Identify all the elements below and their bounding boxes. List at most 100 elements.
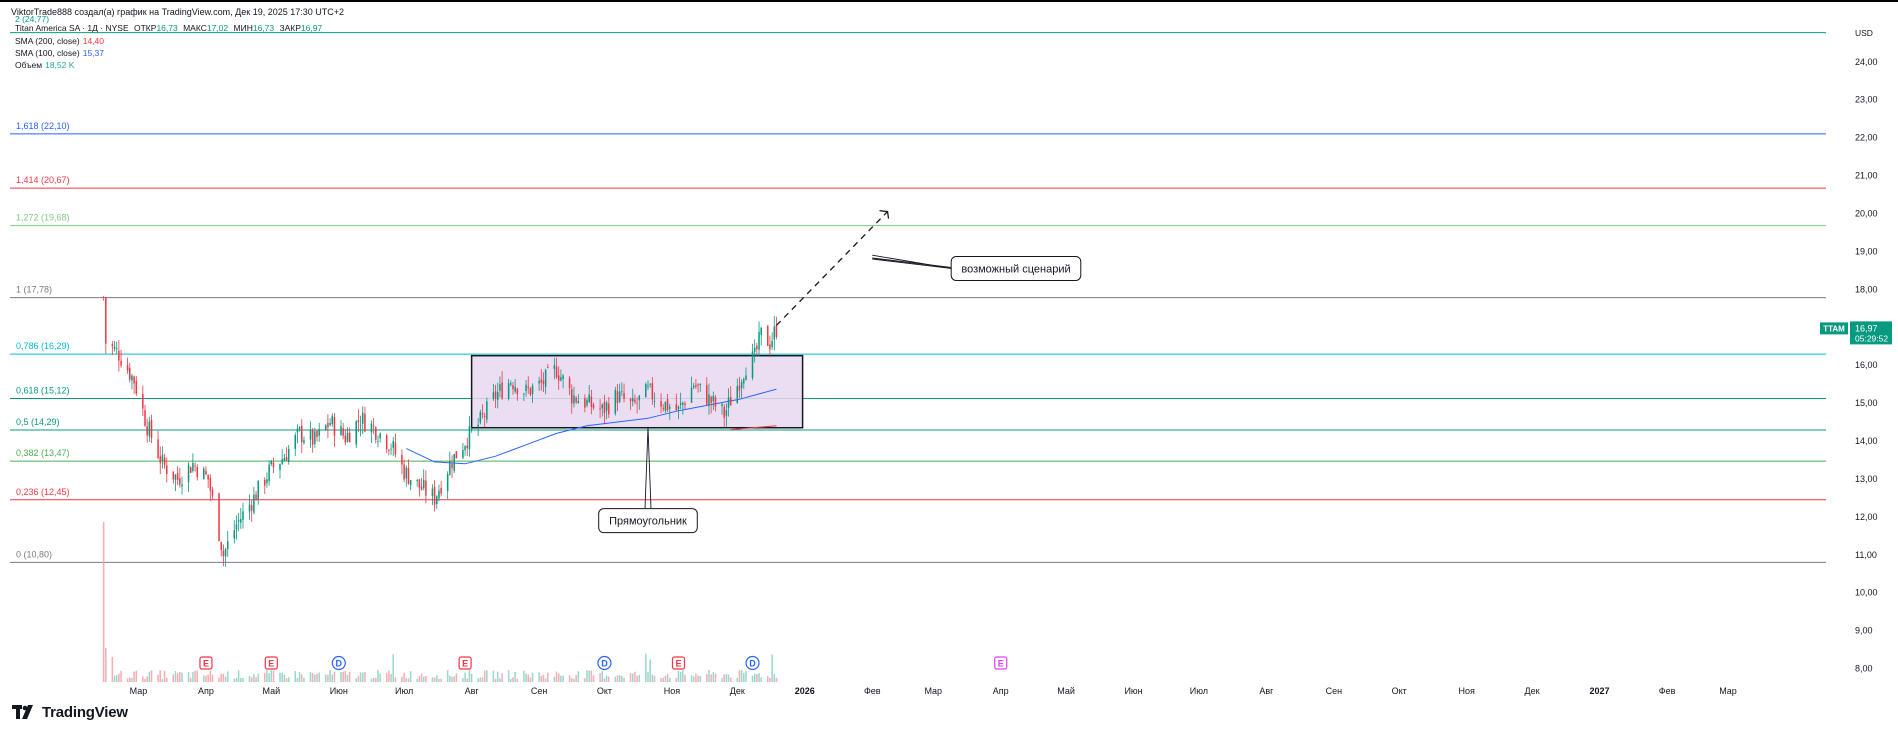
- tradingview-logo[interactable]: TradingView: [12, 702, 128, 722]
- candle-body: [422, 480, 425, 488]
- candle-body: [773, 326, 776, 340]
- x-tick-label: Июн: [1124, 686, 1142, 696]
- volume-bar: [181, 672, 183, 682]
- high-value: 17,02: [206, 23, 229, 33]
- volume-bar: [331, 674, 334, 682]
- volume-bar: [364, 671, 366, 682]
- candle-body: [296, 428, 299, 433]
- volume-bar: [682, 670, 684, 682]
- volume-bar: [403, 672, 405, 682]
- volume-bar: [102, 522, 105, 682]
- volume-bar: [342, 671, 344, 682]
- volume-bar: [766, 676, 769, 682]
- volume-bar: [279, 672, 281, 682]
- candle-body: [494, 391, 497, 399]
- indicator-sma200[interactable]: SMA (200, close) 14,40: [15, 36, 104, 46]
- candle-body: [649, 383, 651, 385]
- volume-bar: [684, 674, 686, 682]
- candle-body: [523, 393, 525, 395]
- candle-body: [222, 550, 225, 557]
- volume-bar: [743, 672, 745, 682]
- volume-bar: [725, 674, 728, 682]
- volume-bar: [150, 670, 153, 682]
- volume-bar: [547, 672, 549, 682]
- volume-bar: [496, 671, 499, 682]
- candle-body: [294, 435, 297, 449]
- earnings-event-letter: E: [675, 659, 681, 669]
- candle-body: [266, 479, 268, 484]
- x-tick-label: Ноя: [1459, 686, 1476, 696]
- candle-body: [538, 380, 540, 384]
- y-tick-label: 22,00: [1855, 133, 1878, 143]
- candle-body: [240, 519, 242, 523]
- candle-body: [285, 456, 288, 461]
- candle-body: [394, 442, 397, 455]
- candle-body: [270, 460, 273, 465]
- candle-body: [303, 440, 305, 443]
- callout-pointer: [872, 257, 952, 268]
- x-tick-label: Апр: [993, 686, 1009, 696]
- volume-bar: [401, 676, 403, 682]
- x-tick-label: 2026: [795, 686, 815, 696]
- volume-bar: [235, 677, 238, 682]
- candle-body: [483, 416, 486, 417]
- y-tick-label: 12,00: [1855, 512, 1878, 522]
- candle-body: [555, 366, 558, 378]
- candle-body: [440, 487, 442, 494]
- candle-body: [438, 490, 440, 499]
- candle-body: [714, 397, 717, 407]
- candle-body: [577, 400, 580, 404]
- volume-bar: [294, 671, 297, 682]
- volume-bar: [281, 672, 283, 682]
- callout-box: [950, 255, 1082, 281]
- volume-bar: [303, 677, 305, 682]
- candle-body: [327, 422, 329, 428]
- x-tick-label: Окт: [597, 686, 612, 696]
- volume-bar: [675, 677, 678, 682]
- symbol-legend[interactable]: Titan America SA · 1Д · NYSE ОТКР16,73 М…: [15, 23, 322, 33]
- candle-body: [525, 384, 527, 392]
- earnings-event-letter: E: [462, 659, 468, 669]
- indicator-volume[interactable]: Объем 18,52 K: [15, 60, 74, 70]
- candle-body: [692, 385, 695, 388]
- candle-body: [608, 403, 610, 415]
- indicator-value: 18,52 K: [45, 60, 75, 70]
- close-value: 16,97: [300, 23, 323, 33]
- volume-bar: [662, 677, 664, 682]
- volume-bar: [438, 678, 440, 682]
- candle-body: [128, 367, 131, 380]
- volume-bar: [679, 671, 682, 682]
- volume-bar: [203, 675, 205, 682]
- volume-bar: [176, 673, 179, 682]
- indicator-sma100[interactable]: SMA (100, close) 15,37: [15, 48, 104, 58]
- volume-bar: [514, 671, 516, 682]
- volume-bar: [710, 674, 712, 682]
- dividend-event-icon: [331, 655, 346, 671]
- candle-body: [729, 397, 732, 406]
- volume-bar: [453, 676, 455, 682]
- volume-bar: [510, 678, 512, 682]
- volume-bar: [318, 672, 320, 682]
- x-tick-label: Мар: [130, 686, 148, 696]
- volume-bar: [436, 675, 438, 682]
- candle-body: [207, 474, 209, 480]
- earnings-event-letter: E: [203, 659, 209, 669]
- volume-bar: [431, 677, 434, 682]
- candle-body: [176, 472, 179, 480]
- candle-body: [401, 454, 403, 465]
- volume-bar: [166, 677, 168, 682]
- candle-body: [301, 425, 303, 443]
- candle-body: [738, 385, 741, 391]
- candle-body: [135, 381, 138, 394]
- candle-body: [501, 382, 503, 399]
- candle-body: [510, 383, 512, 385]
- candle-body: [257, 480, 259, 501]
- candle-body: [196, 466, 199, 478]
- candle-body: [575, 397, 577, 402]
- candle-body: [573, 395, 575, 404]
- volume-bar: [451, 676, 453, 682]
- volume-bar: [751, 675, 754, 682]
- y-tick-label: 20,00: [1855, 208, 1878, 218]
- candle-body: [499, 384, 501, 391]
